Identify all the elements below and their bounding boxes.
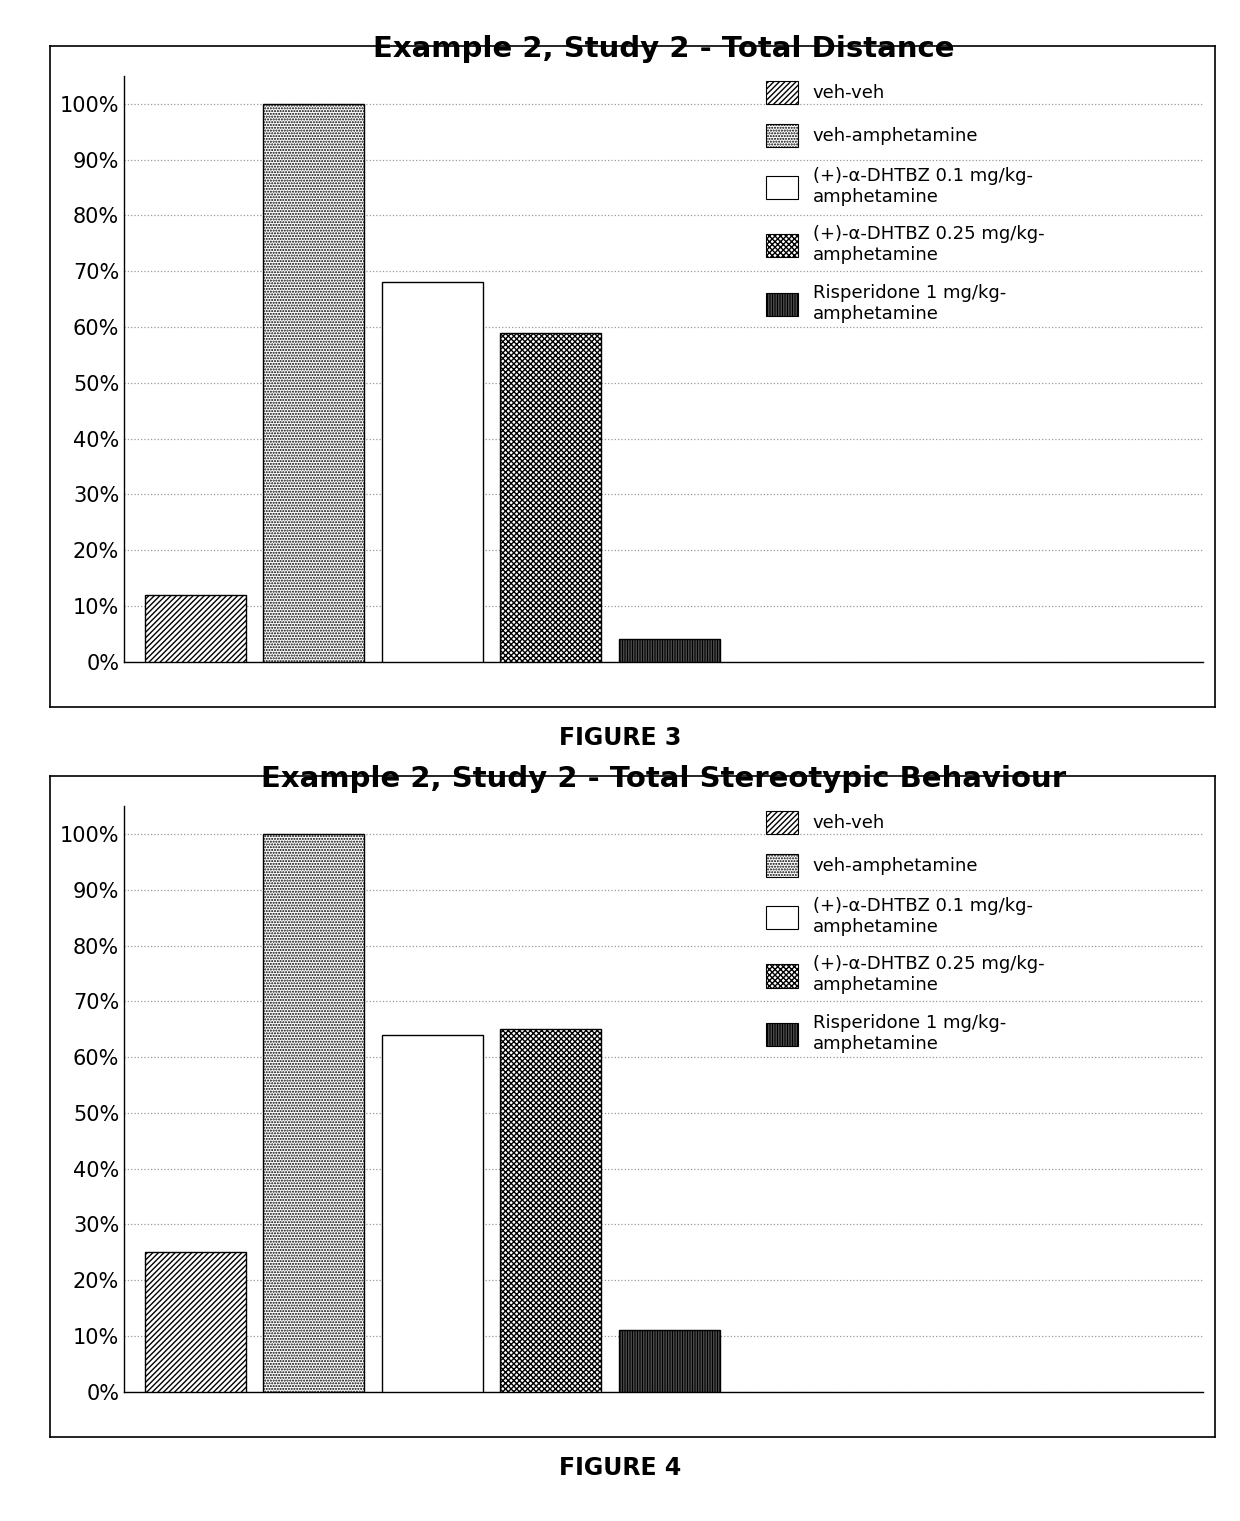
Text: FIGURE 3: FIGURE 3 [559, 726, 681, 750]
Title: Example 2, Study 2 - Total Stereotypic Behaviour: Example 2, Study 2 - Total Stereotypic B… [260, 765, 1066, 792]
Title: Example 2, Study 2 - Total Distance: Example 2, Study 2 - Total Distance [373, 35, 954, 62]
Bar [263, 103, 365, 662]
Bar [145, 595, 246, 662]
Bar [619, 1331, 719, 1392]
Legend: veh-veh, veh-amphetamine, (+)-α-DHTBZ 0.1 mg/kg-
amphetamine, (+)-α-DHTBZ 0.25 m: veh-veh, veh-amphetamine, (+)-α-DHTBZ 0.… [759, 73, 1052, 330]
Legend: veh-veh, veh-amphetamine, (+)-α-DHTBZ 0.1 mg/kg-
amphetamine, (+)-α-DHTBZ 0.25 m: veh-veh, veh-amphetamine, (+)-α-DHTBZ 0.… [759, 803, 1052, 1060]
Bar [619, 639, 719, 662]
Bar [382, 283, 482, 662]
Text: FIGURE 4: FIGURE 4 [559, 1456, 681, 1480]
Bar [263, 834, 365, 1392]
Bar [501, 333, 601, 662]
Bar [501, 1030, 601, 1392]
Bar [382, 1034, 482, 1392]
Bar [145, 1252, 246, 1392]
